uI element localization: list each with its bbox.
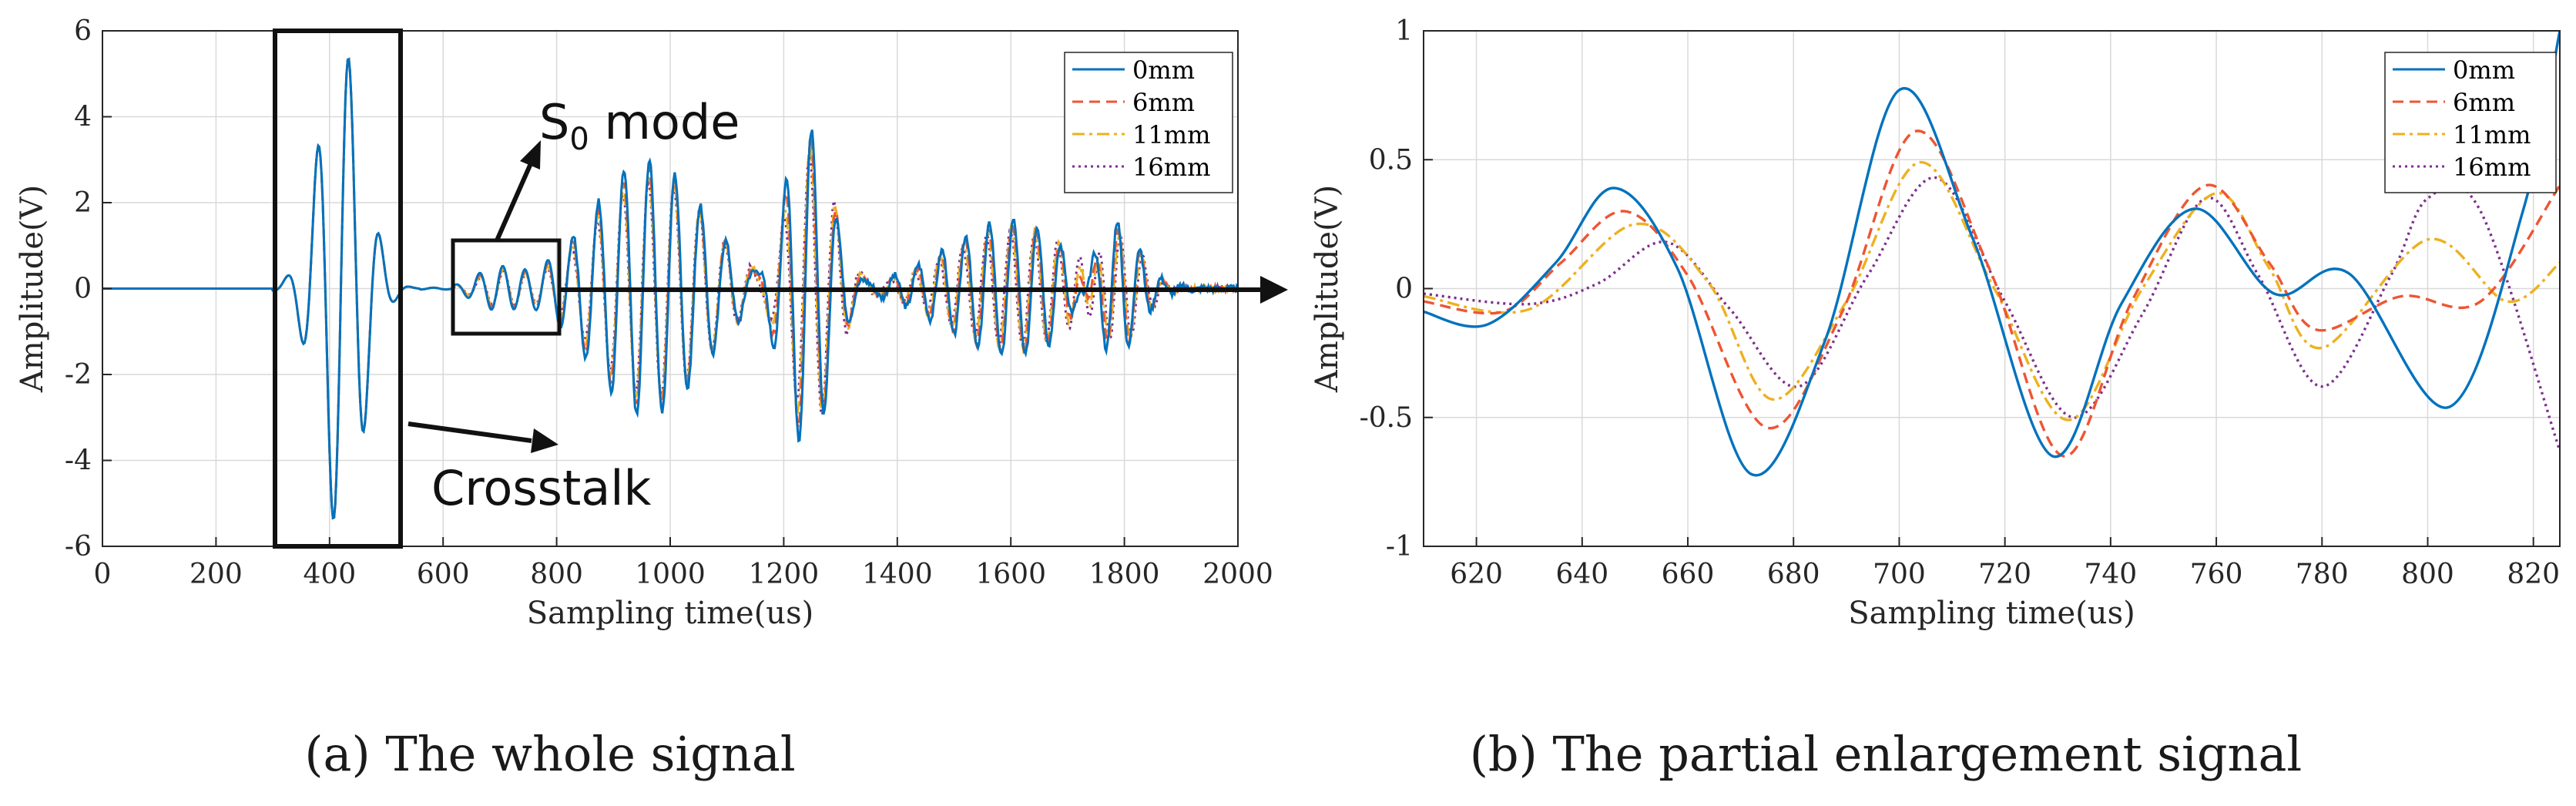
series-line-16mm — [1424, 176, 2560, 452]
y-tick-label: 0.5 — [1369, 144, 1413, 176]
x-tick-label: 2000 — [1202, 559, 1273, 590]
series-line-0mm — [1424, 31, 2560, 477]
x-tick-label: 1000 — [635, 559, 706, 590]
x-tick-label: 1400 — [862, 559, 933, 590]
ticks-b: 620 640 660 680 700 720 740 760 780 800 820 1 0.5 0 -0… — [1360, 15, 2560, 590]
legend-box — [1064, 52, 1233, 193]
crosstalk-arrow-line — [408, 421, 532, 443]
y-tick-label: 1 — [1395, 15, 1413, 47]
x-tick-label: 0 — [94, 559, 112, 590]
x-tick-label: 720 — [1978, 559, 2031, 590]
legend-label: 6mm — [1132, 88, 1195, 117]
legend-label: 11mm — [2453, 120, 2531, 149]
legend-label: 11mm — [1132, 120, 1210, 149]
legend-label: 6mm — [2453, 88, 2515, 117]
caption-a: (a) The whole signal — [304, 726, 795, 782]
legend-label: 16mm — [2453, 153, 2531, 182]
x-axis-label-b: Sampling time(us) — [1848, 596, 2135, 631]
y-axis-label-b: Amplitude(V) — [1310, 185, 1345, 393]
y-tick-label: -6 — [65, 531, 92, 563]
caption-b: (b) The partial enlargement signal — [1470, 726, 2303, 782]
s0-mode-arrow-line — [495, 160, 534, 242]
crosstalk-label: Crosstalk — [431, 460, 651, 516]
s0-mode-label: S0 mode — [539, 94, 740, 157]
s0-mode-box — [451, 238, 562, 336]
series-line-11mm — [1424, 160, 2560, 421]
enlargement-arrowhead — [1260, 276, 1288, 304]
x-tick-label: 620 — [1450, 559, 1503, 590]
x-tick-label: 760 — [2190, 559, 2243, 590]
y-tick-label: -1 — [1386, 531, 1413, 563]
chart-panel-b: 620 640 660 680 700 720 740 760 780 800 820 1 0.5 0 -0… — [1310, 15, 2561, 782]
x-tick-label: 1800 — [1089, 559, 1160, 590]
y-tick-label: 4 — [74, 102, 92, 133]
y-axis-label-a: Amplitude(V) — [15, 185, 50, 393]
s0-mode-arrowhead — [520, 140, 541, 170]
x-tick-label: 800 — [530, 559, 583, 590]
crosstalk-box — [273, 29, 403, 549]
y-tick-label: -4 — [65, 445, 92, 477]
grid-b — [1424, 31, 2560, 546]
x-tick-label: 400 — [303, 559, 356, 590]
y-tick-label: 0 — [74, 274, 92, 305]
x-tick-label: 700 — [1873, 559, 1926, 590]
x-tick-label: 780 — [2296, 559, 2349, 590]
legend-b: 0mm 6mm 11mm 16mm — [2384, 52, 2557, 193]
y-tick-label: -2 — [65, 359, 92, 391]
legend-box — [2384, 52, 2557, 193]
x-tick-label: 820 — [2507, 559, 2560, 590]
y-tick-label: 6 — [74, 15, 92, 47]
x-tick-label: 600 — [417, 559, 470, 590]
legend-label: 16mm — [1132, 153, 1210, 182]
x-tick-label: 740 — [2085, 559, 2138, 590]
series-b — [1424, 31, 2560, 477]
y-tick-label: -0.5 — [1360, 402, 1413, 434]
series-line-6mm — [1424, 129, 2560, 458]
x-axis-label-a: Sampling time(us) — [527, 596, 813, 631]
ticks-a: 0 200 400 600 800 1000 1200 1400 1600 1800 2000 6 4 2… — [65, 15, 1273, 590]
legend-label: 0mm — [1132, 55, 1195, 85]
legend-a: 0mm 6mm 11mm 16mm — [1064, 52, 1233, 193]
x-tick-label: 1200 — [749, 559, 820, 590]
legend-label: 0mm — [2453, 55, 2515, 85]
series-a — [102, 57, 1238, 520]
x-tick-label: 640 — [1555, 559, 1608, 590]
crosstalk-arrowhead — [531, 428, 558, 453]
chart-panel-a: 0 200 400 600 800 1000 1200 1400 1600 1800 2000 6 4 2… — [15, 15, 1288, 782]
x-tick-label: 1600 — [975, 559, 1046, 590]
x-tick-label: 660 — [1662, 559, 1715, 590]
y-tick-label: 2 — [74, 187, 92, 219]
x-tick-label: 200 — [190, 559, 243, 590]
x-tick-label: 800 — [2401, 559, 2454, 590]
series-line-0mm — [102, 57, 1238, 520]
x-tick-label: 680 — [1767, 559, 1820, 590]
y-tick-label: 0 — [1395, 274, 1413, 305]
